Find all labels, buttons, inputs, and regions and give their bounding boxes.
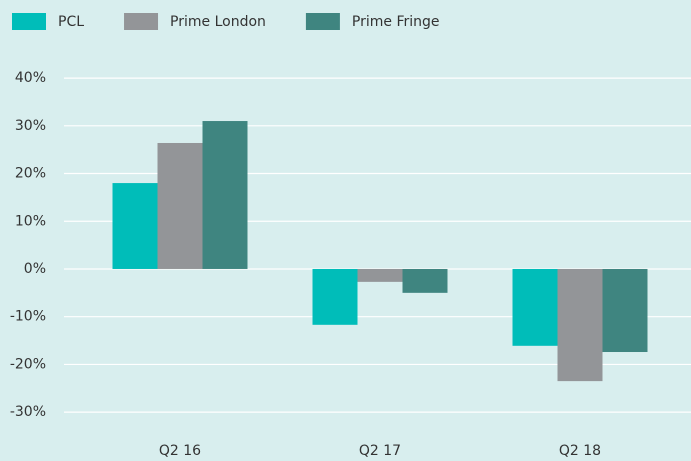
x-tick-label: Q2 17 <box>359 443 401 459</box>
x-tick-label: Q2 16 <box>159 443 201 459</box>
y-tick-label: 40% <box>15 70 46 86</box>
y-tick-label: 10% <box>15 213 46 229</box>
y-tick-label: -10% <box>10 309 46 325</box>
bar <box>202 121 248 269</box>
y-tick-label: 30% <box>15 118 46 134</box>
legend-label: PCL <box>58 14 84 30</box>
bar <box>402 268 448 293</box>
y-tick-label: 0% <box>24 261 46 277</box>
legend-label: Prime London <box>170 14 266 30</box>
legend-swatch <box>305 13 340 30</box>
legend-swatch <box>12 13 46 30</box>
bar <box>157 142 203 269</box>
legend-label: Prime Fringe <box>352 14 440 30</box>
bar <box>112 183 158 269</box>
bar <box>512 268 558 346</box>
y-tick-label: 20% <box>15 166 46 182</box>
bar <box>602 268 648 353</box>
x-tick-label: Q2 18 <box>559 443 601 459</box>
legend-swatch <box>124 13 159 30</box>
y-tick-label: -20% <box>10 356 46 372</box>
bar <box>312 268 358 325</box>
y-tick-label: -30% <box>10 404 46 420</box>
bar <box>557 268 603 382</box>
bar <box>357 268 403 282</box>
